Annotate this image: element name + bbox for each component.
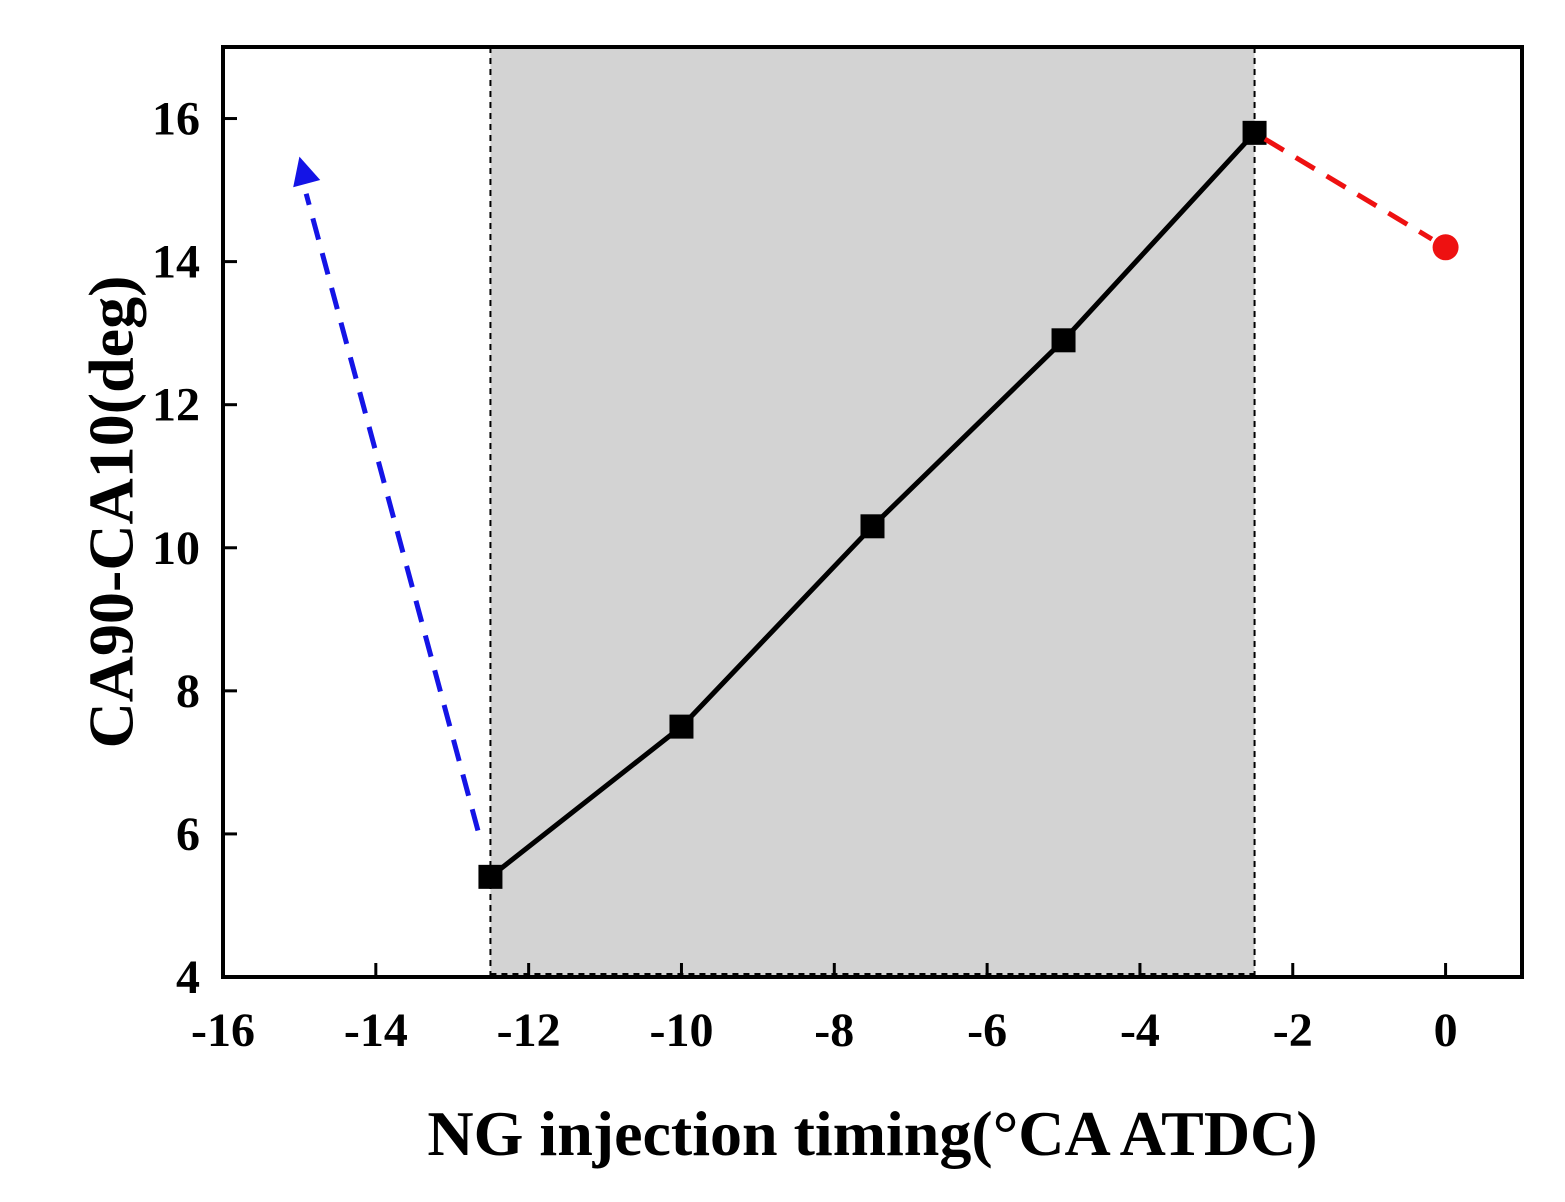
x-tick-label: -14: [344, 1004, 408, 1057]
data-point-4: [1051, 328, 1076, 353]
series-layer: [293, 120, 1459, 889]
y-tick-label: 8: [176, 665, 200, 718]
x-tick-label: -2: [1273, 1004, 1313, 1057]
trend-line-dashed: [303, 193, 481, 832]
trend-line-dashed: [1263, 136, 1434, 242]
data-point-1: [478, 864, 503, 889]
data-point-5: [1242, 120, 1267, 145]
axes-layer: -16 -14 -12 -10 -8 -6 -4 -2 0 4 6 8 10 12 14 16: [152, 45, 1524, 1057]
y-tick-label: 14: [152, 236, 200, 289]
data-point-2: [669, 714, 694, 739]
y-axis-title: CA90-CA10(deg): [75, 276, 146, 749]
x-tick-label: 0: [1434, 1004, 1458, 1057]
data-point-3: [860, 514, 885, 539]
series-late-trend: [1263, 136, 1459, 261]
shaded-region: [490, 47, 1255, 977]
series-early-trend: [293, 156, 481, 832]
plot-frame: [221, 45, 1524, 979]
x-tick-label: -6: [967, 1004, 1007, 1057]
x-axis-title: NG injection timing(°CA ATDC): [427, 1098, 1317, 1169]
reference-lines-layer: [489, 47, 1256, 977]
x-tick-label: -8: [814, 1004, 854, 1057]
x-tick-label: -4: [1120, 1004, 1160, 1057]
circle-marker: [1432, 234, 1459, 261]
y-tick-label: 4: [176, 951, 200, 1004]
y-tick-label: 12: [152, 379, 200, 432]
shaded-region-layer: [490, 47, 1255, 977]
series-main: [478, 120, 1267, 889]
y-tick-label: 16: [152, 93, 200, 146]
x-tick-label: -16: [191, 1004, 255, 1057]
x-tick-label: -12: [497, 1004, 561, 1057]
arrow-head-marker: [293, 156, 321, 188]
x-tick-label: -10: [649, 1004, 713, 1057]
y-tick-label: 6: [176, 808, 200, 861]
y-tick-label: 10: [152, 522, 200, 575]
